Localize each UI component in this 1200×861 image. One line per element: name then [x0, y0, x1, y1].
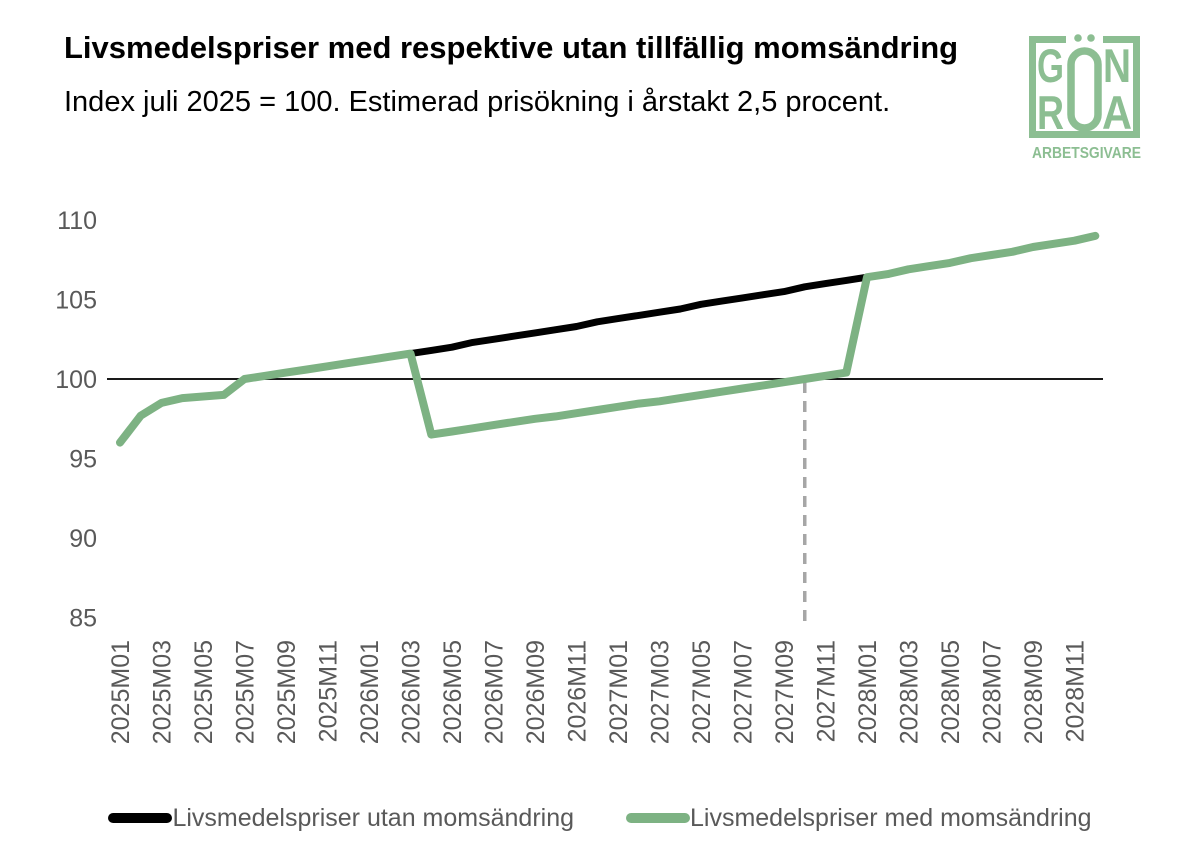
grona-arbetsgivare-logo: G N R A ARBETSGIVARE [1029, 28, 1141, 162]
x-axis-tick-label: 2026M01 [356, 640, 384, 744]
x-axis-tick-label: 2028M03 [896, 640, 924, 744]
x-axis-tick-label: 2026M09 [522, 640, 550, 744]
x-axis-tick-label: 2027M05 [688, 640, 716, 744]
series-line-med-momsandring [116, 231, 1100, 447]
x-axis-tick-label: 2028M07 [979, 640, 1007, 744]
x-axis-tick-label: 2027M07 [730, 640, 758, 744]
y-axis-tick-label: 110 [57, 207, 97, 235]
x-axis-tick-label: 2025M05 [190, 640, 218, 744]
chart-title: Livsmedelspriser med respektive utan til… [64, 30, 959, 65]
x-axis-tick-label: 2025M01 [107, 640, 135, 744]
y-axis-tick-label: 95 [69, 446, 97, 474]
x-axis-tick-label: 2026M05 [439, 640, 467, 744]
x-axis-tick-label: 2028M11 [1062, 640, 1090, 742]
y-axis-tick-label: 85 [69, 605, 97, 633]
logo-umlaut-dot-right [1087, 34, 1095, 42]
legend-item-med-momsandring: Livsmedelspriser med momsändring [626, 804, 1092, 833]
logo-letter-r: R [1037, 86, 1064, 139]
x-axis-tick-label: 2026M11 [564, 640, 592, 742]
logo-letter-a: A [1102, 86, 1132, 139]
x-axis-tick-label: 2026M03 [398, 640, 426, 744]
x-axis-tick-label: 2026M07 [481, 640, 509, 744]
x-axis-tick-label: 2027M09 [771, 640, 799, 744]
x-axis-tick-label: 2028M09 [1020, 640, 1048, 744]
line-chart-plot: 110 105 100 95 90 85 2025M01 2025M03 2025M05 2025… [55, 207, 1103, 744]
logo-letter-o-umlaut [1067, 47, 1102, 132]
logo-letter-n: N [1103, 39, 1131, 92]
legend-swatch-med-momsandring [626, 813, 690, 823]
y-axis-tick-label: 105 [55, 287, 97, 315]
legend-label-med-momsandring: Livsmedelspriser med momsändring [690, 803, 1092, 832]
logo-letter-g: G [1037, 39, 1064, 92]
x-axis-tick-label: 2028M05 [937, 640, 965, 744]
x-axis-tick-label: 2025M11 [315, 640, 343, 742]
x-axis-tick-label: 2027M03 [647, 640, 675, 744]
legend-label-utan-momsandring: Livsmedelspriser utan momsändring [172, 803, 574, 832]
x-axis-tick-label: 2025M09 [273, 640, 301, 744]
logo-subtext: ARBETSGIVARE [1032, 145, 1141, 162]
logo-mark: G N R A ARBETSGIVARE [1029, 28, 1141, 162]
x-axis-tick-label: 2025M03 [149, 640, 177, 744]
chart-subtitle: Index juli 2025 = 100. Estimerad prisökn… [64, 86, 891, 118]
logo-umlaut-dot-left [1074, 34, 1082, 42]
x-axis-tick-label: 2025M07 [232, 640, 260, 744]
legend-item-utan-momsandring: Livsmedelspriser utan momsändring [108, 804, 574, 833]
y-axis-tick-label: 100 [55, 366, 97, 394]
chart-legend: Livsmedelspriser utan momsändring Livsme… [0, 800, 1200, 836]
logo-border-gap [1066, 28, 1103, 45]
x-axis-tick-label: 2027M11 [813, 640, 841, 742]
y-axis-tick-label: 90 [69, 525, 97, 553]
x-axis-tick-label: 2027M01 [605, 640, 633, 744]
legend-swatch-utan-momsandring [108, 813, 173, 823]
series-line-utan-momsandring [407, 273, 871, 358]
x-axis-tick-label: 2028M01 [854, 640, 882, 744]
